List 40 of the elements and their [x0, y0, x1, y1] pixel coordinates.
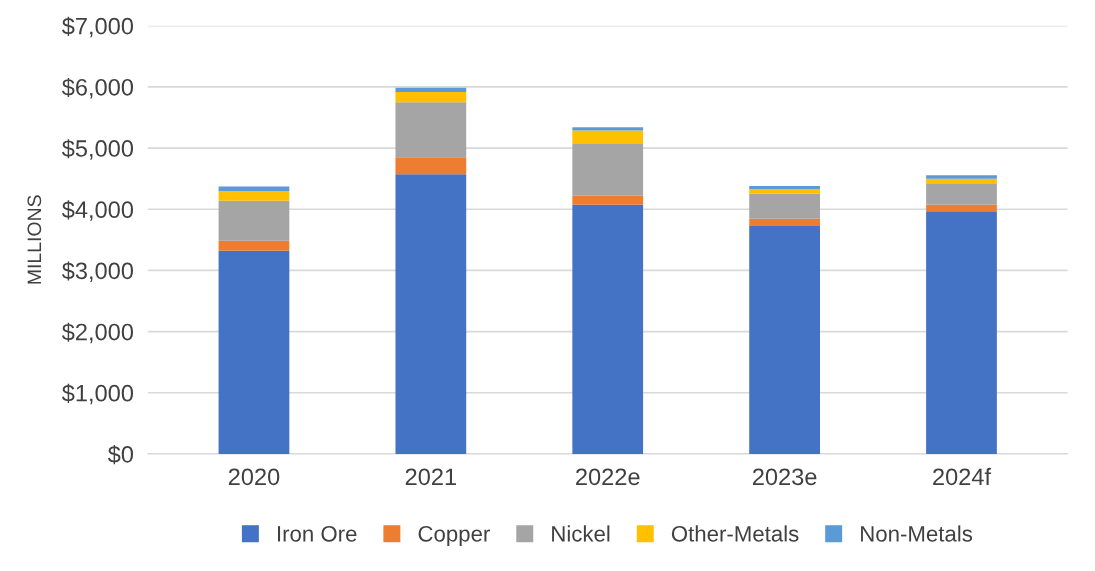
bar	[749, 226, 820, 454]
bar	[926, 211, 997, 454]
y-tick-label: $5,000	[61, 139, 134, 160]
legend-label: Nickel	[552, 525, 610, 542]
bar	[395, 87, 467, 93]
x-tick-label: 2020	[228, 468, 280, 486]
bar	[395, 102, 467, 158]
x-tick-label: 2021	[405, 468, 456, 486]
x-tick-label: 2024f	[933, 467, 992, 486]
x-tick-label: 2023e	[752, 468, 817, 486]
y-tick-label: $4,000	[61, 200, 134, 221]
bar	[926, 183, 997, 205]
bar	[749, 189, 820, 194]
legend-label: Other-Metals	[671, 525, 799, 542]
bar	[218, 200, 290, 241]
bar	[218, 191, 290, 201]
bar	[218, 240, 290, 251]
x-tick-label: 2022e	[576, 468, 640, 486]
bar	[395, 92, 467, 103]
y-axis-title: MILLIONS	[27, 195, 42, 284]
bar	[749, 193, 820, 219]
legend-label: Iron Ore	[277, 525, 357, 542]
y-tick-label: $1,000	[61, 383, 134, 405]
bar	[572, 127, 644, 131]
y-tick-label: $6,000	[61, 77, 134, 99]
bar	[218, 250, 290, 454]
y-tick-label: $7,000	[61, 16, 134, 38]
bar	[572, 204, 644, 454]
legend-label: Non-Metals	[861, 525, 973, 542]
bar	[395, 157, 467, 175]
bar	[572, 195, 644, 205]
y-tick-label: $0	[107, 445, 134, 465]
bar	[572, 144, 644, 196]
y-tick-label: $2,000	[61, 322, 134, 344]
bar	[749, 218, 820, 227]
bar	[572, 130, 644, 145]
legend-label: Copper	[418, 525, 490, 547]
bar	[926, 175, 997, 179]
bar	[395, 174, 467, 454]
y-tick-label: $3,000	[61, 261, 134, 282]
